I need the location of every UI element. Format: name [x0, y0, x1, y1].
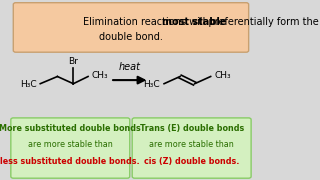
Text: are more stable than: are more stable than — [149, 140, 234, 149]
Text: CH₃: CH₃ — [92, 71, 108, 80]
Text: less substituted double bonds.: less substituted double bonds. — [0, 157, 140, 166]
Text: most stable: most stable — [162, 17, 226, 27]
Text: More substituted double bonds: More substituted double bonds — [0, 124, 141, 133]
Text: cis (Z) double bonds.: cis (Z) double bonds. — [144, 157, 239, 166]
FancyBboxPatch shape — [13, 3, 249, 52]
Text: CH₃: CH₃ — [214, 71, 231, 80]
Text: are more stable than: are more stable than — [28, 140, 113, 149]
FancyBboxPatch shape — [11, 118, 130, 178]
Text: double bond.: double bond. — [99, 32, 163, 42]
Text: Elimination reactions will preferentially form the: Elimination reactions will preferentiall… — [83, 17, 320, 27]
Text: Trans (E) double bonds: Trans (E) double bonds — [140, 124, 244, 133]
Text: heat: heat — [119, 62, 141, 72]
FancyBboxPatch shape — [132, 118, 251, 178]
Text: Br: Br — [68, 57, 77, 66]
Text: H₃C: H₃C — [143, 80, 160, 89]
Text: H₃C: H₃C — [20, 80, 36, 89]
